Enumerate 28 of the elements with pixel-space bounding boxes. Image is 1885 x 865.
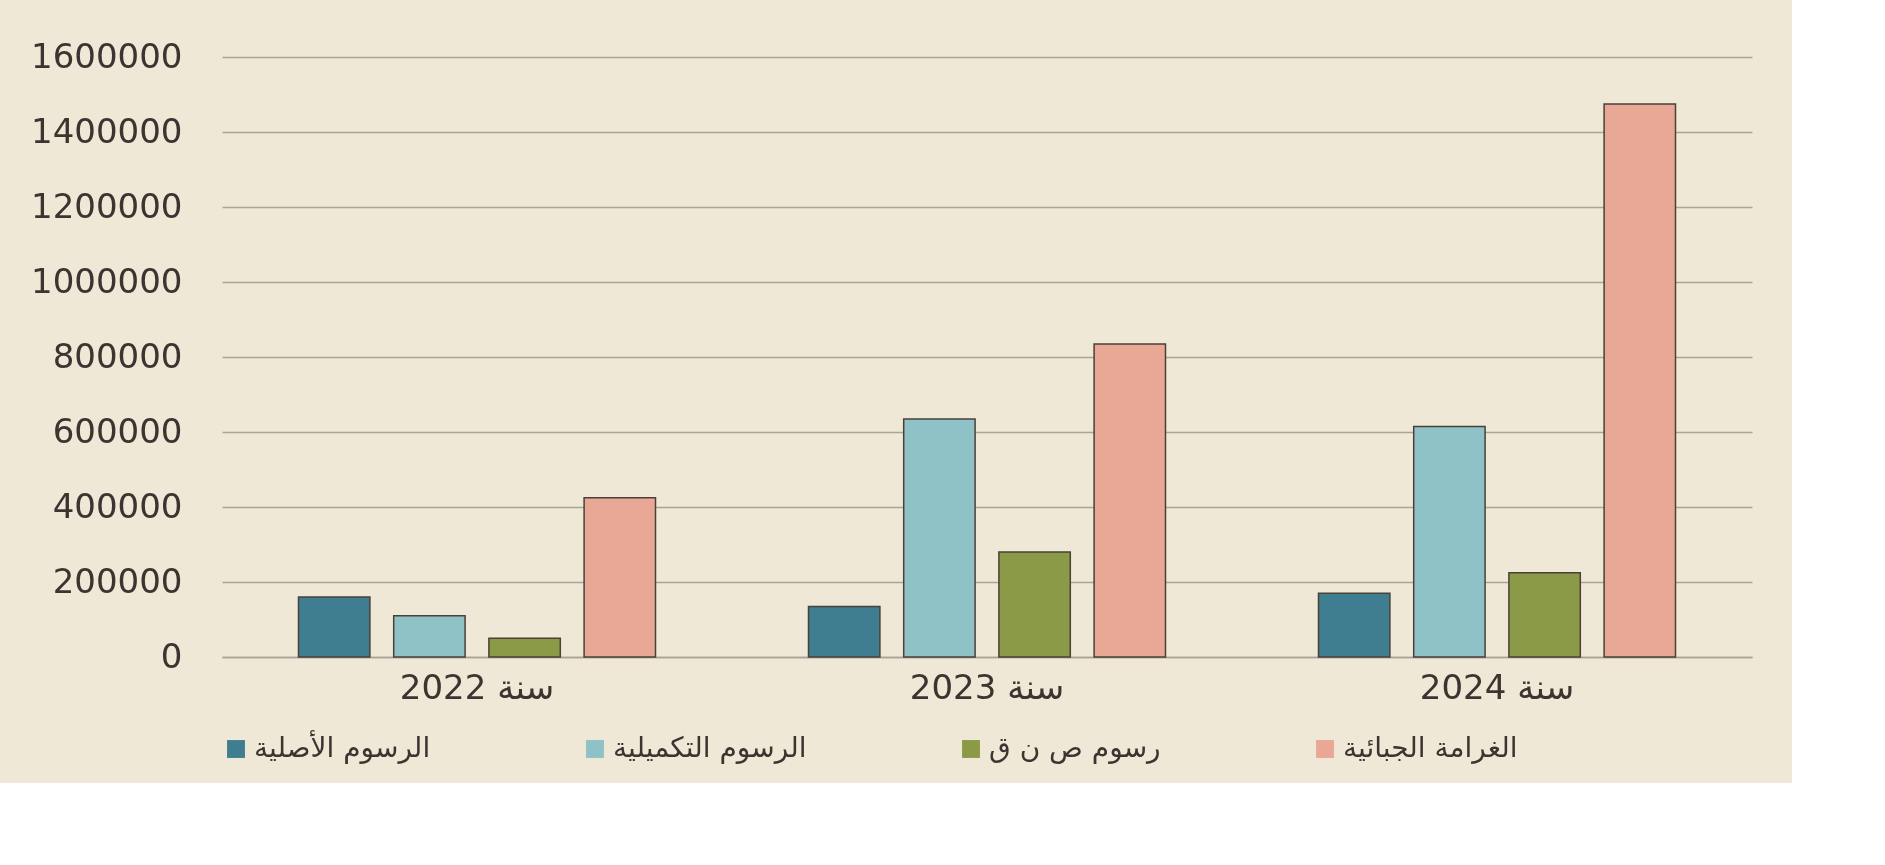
bar: [1603, 103, 1677, 658]
y-tick-label: 1600000: [31, 35, 183, 76]
x-tick-label: سنة 2022: [399, 666, 555, 707]
bar: [392, 615, 466, 658]
bar: [902, 418, 976, 658]
bar: [998, 551, 1072, 658]
bar: [1508, 571, 1582, 658]
bar: [297, 596, 371, 658]
legend-label: الرسوم التكميلية: [613, 731, 807, 764]
y-tick-label: 400000: [52, 485, 183, 526]
bar: [807, 605, 881, 658]
legend-label: رسوم ص ن ق: [989, 731, 1161, 764]
x-tick-label: سنة 2023: [909, 666, 1065, 707]
x-tick-label: سنة 2024: [1419, 666, 1575, 707]
y-tick-label: 1200000: [31, 185, 183, 226]
legend-label: الرسوم الأصلية: [254, 729, 431, 764]
y-tick-label: 600000: [52, 410, 183, 451]
bar: [1317, 592, 1391, 658]
y-tick-label: 200000: [52, 560, 183, 601]
y-tick-label: 800000: [52, 335, 183, 376]
legend-label: الغرامة الجبائية: [1343, 731, 1518, 764]
y-tick-label: 0: [160, 635, 183, 676]
bar: [488, 637, 562, 658]
y-tick-label: 1000000: [31, 260, 183, 301]
bar: [1412, 425, 1486, 658]
bar: [583, 496, 657, 658]
bar: [1093, 343, 1167, 658]
y-tick-label: 1400000: [31, 110, 183, 151]
